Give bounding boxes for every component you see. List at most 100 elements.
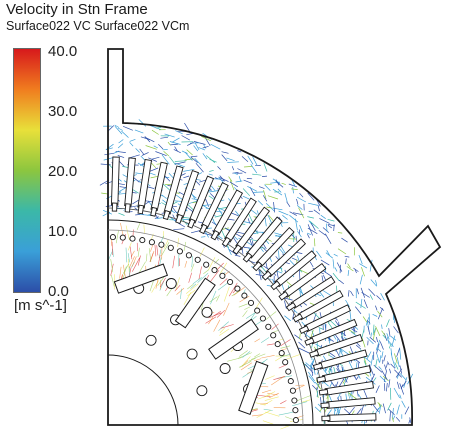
velocity-vector (161, 242, 170, 257)
velocity-vector (375, 385, 380, 393)
velocity-vector (375, 407, 380, 414)
rotor-hole (274, 341, 281, 348)
velocity-vector (373, 328, 376, 333)
velocity-vector (315, 379, 321, 389)
velocity-vector (404, 406, 410, 415)
velocity-vector (293, 309, 298, 314)
velocity-vector (288, 183, 298, 188)
velocity-vector (381, 370, 388, 380)
velocity-vector (219, 278, 228, 286)
velocity-vector (183, 292, 192, 305)
velocity-vector (393, 387, 401, 399)
stator-slot (321, 413, 377, 423)
velocity-vector (217, 235, 223, 240)
velocity-vector (298, 207, 305, 219)
velocity-vector (175, 277, 180, 290)
velocity-vector (375, 339, 381, 351)
velocity-vector (153, 145, 158, 149)
velocity-vector (268, 215, 274, 221)
pole-slot-body (238, 360, 269, 416)
velocity-vector (122, 263, 129, 274)
velocity-vector (172, 214, 177, 222)
velocity-vector (138, 119, 147, 127)
velocity-vector (307, 227, 318, 235)
velocity-vector (180, 288, 182, 300)
velocity-vector (218, 321, 229, 331)
stator-slot (137, 159, 152, 215)
slot-tip (304, 337, 315, 346)
velocity-vector (252, 173, 262, 176)
velocity-vector (245, 312, 255, 319)
velocity-vector (242, 351, 251, 358)
velocity-vector (296, 255, 300, 262)
velocity-vector (387, 339, 394, 347)
velocity-vector (216, 294, 220, 302)
velocity-vector (186, 149, 193, 156)
velocity-vector (190, 155, 198, 158)
velocity-vector (144, 136, 155, 143)
velocity-vector (376, 295, 382, 301)
velocity-vector (355, 376, 359, 381)
velocity-vector (375, 280, 378, 286)
velocity-vector (117, 143, 124, 149)
velocity-vector (379, 341, 384, 350)
velocity-vector (360, 404, 364, 415)
velocity-vector (332, 272, 340, 282)
velocity-vector (320, 259, 330, 266)
velocity-vector (214, 258, 220, 264)
velocity-vector (181, 173, 186, 176)
velocity-vector (386, 333, 390, 340)
velocity-vector (183, 241, 187, 252)
velocity-vector (209, 296, 218, 303)
rotor-hole (158, 241, 165, 248)
velocity-vector (174, 284, 181, 292)
velocity-vector (155, 151, 167, 157)
velocity-vector (305, 363, 314, 374)
velocity-vector (372, 324, 375, 336)
velocity-vector (242, 195, 250, 200)
velocity-vector (347, 270, 350, 276)
velocity-vector (139, 148, 145, 155)
velocity-vector (240, 362, 253, 371)
velocity-vector (278, 250, 280, 260)
rotor-holes (109, 234, 299, 424)
velocity-vector (216, 309, 226, 318)
velocity-vector (266, 343, 275, 346)
velocity-vector (181, 150, 188, 154)
velocity-vector (178, 251, 180, 267)
cooling-hole (219, 363, 231, 374)
pole-slot-body (208, 318, 259, 360)
velocity-vector (272, 178, 281, 184)
velocity-vector (186, 283, 199, 294)
velocity-vector (382, 375, 389, 382)
velocity-vector (335, 364, 341, 374)
velocity-vector (129, 138, 136, 142)
velocity-vector (345, 258, 347, 265)
velocity-vector (354, 268, 357, 274)
velocity-vector (265, 411, 280, 417)
slot-tip (210, 229, 220, 241)
velocity-vector (248, 358, 256, 362)
velocity-vector (369, 294, 374, 300)
velocity-vector (316, 390, 319, 398)
rotor-hole (241, 292, 248, 299)
velocity-vector (260, 403, 268, 405)
velocity-vector (311, 366, 314, 376)
velocity-vector (294, 334, 303, 341)
velocity-vector (247, 185, 257, 192)
velocity-vector (333, 334, 337, 340)
stator-slots (110, 156, 377, 423)
velocity-vector (349, 346, 353, 353)
rotor-hole (109, 234, 116, 241)
velocity-vector (389, 368, 392, 374)
velocity-vector (355, 344, 362, 350)
velocity-vector (296, 395, 311, 402)
velocity-vector (145, 145, 157, 150)
velocity-vector (333, 253, 338, 257)
pole-slot-body (174, 277, 216, 329)
rotor-hole (167, 244, 174, 251)
velocity-vector (325, 223, 328, 232)
velocity-vector (307, 216, 314, 219)
stator-slot (199, 182, 229, 235)
